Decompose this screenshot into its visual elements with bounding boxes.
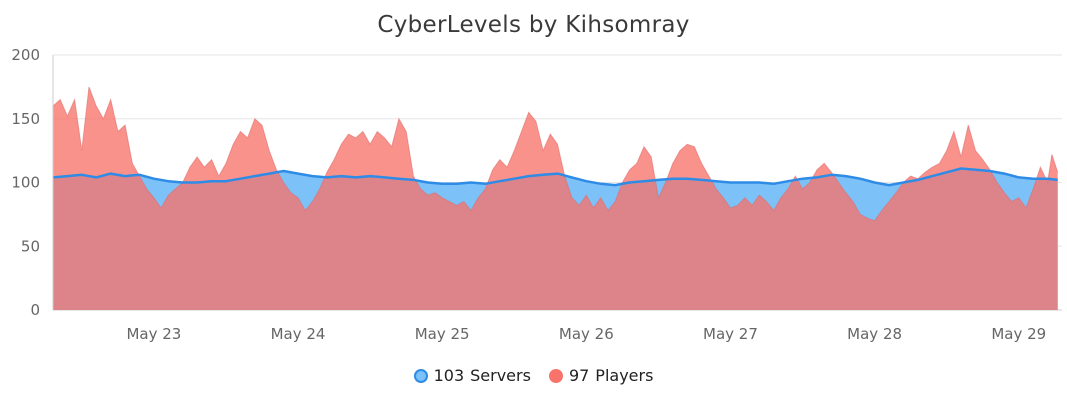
y-tick-label: 200 [11,46,40,64]
y-tick-label: 0 [30,301,40,319]
x-tick-label: May 24 [271,325,326,343]
x-tick-label: May 25 [415,325,470,343]
x-tick-label: May 23 [126,325,181,343]
chart-title: CyberLevels by Kihsomray [377,12,690,38]
legend-swatch-servers [413,368,428,383]
chart-plot: 0 50 100 150 200 May 23 May 24 May 25 May 26 May … [11,46,1062,343]
legend-count-servers: 103 [433,366,465,385]
legend-label-players: Players [595,366,654,385]
legend-count-players: 97 [568,366,590,385]
legend-swatch-players [548,368,563,383]
x-tick-label: May 29 [991,325,1046,343]
legend: 103 Servers 97 Players [0,366,1067,385]
legend-item-players[interactable]: 97 Players [548,366,654,385]
x-tick-label: May 27 [703,325,758,343]
players-line [52,86,1059,222]
x-tick-label: May 26 [559,325,614,343]
players-area [53,86,1058,311]
y-tick-label: 50 [21,237,40,255]
servers-line [52,167,1058,187]
x-tick-label: May 28 [847,325,902,343]
legend-item-servers[interactable]: 103 Servers [413,366,531,385]
y-tick-label: 150 [11,110,40,128]
y-tick-label: 100 [11,174,40,192]
legend-label-servers: Servers [470,366,531,385]
